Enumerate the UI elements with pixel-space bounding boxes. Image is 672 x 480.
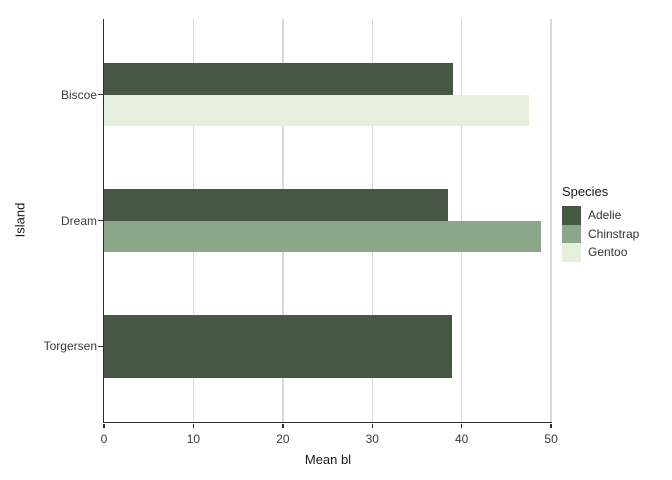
x-tick-mark xyxy=(282,423,284,428)
x-tick-label: 20 xyxy=(276,432,290,446)
x-tick-label: 30 xyxy=(365,432,379,446)
legend-item-label: Gentoo xyxy=(588,245,628,260)
legend-title: Species xyxy=(562,184,609,199)
y-tick-label: Torgersen xyxy=(43,339,97,354)
y-tick-label: Biscoe xyxy=(60,87,97,102)
x-tick-mark xyxy=(550,423,552,428)
x-tick-mark xyxy=(460,423,463,428)
y-tick-label: Dream xyxy=(60,213,97,228)
x-tick-label: 10 xyxy=(186,432,201,446)
legend-item-label: Chinstrap xyxy=(588,226,640,241)
legend-item-chinstrap: Chinstrap xyxy=(562,224,640,243)
legend-item-adelie: Adelie xyxy=(562,206,639,225)
x-tick-label: 50 xyxy=(544,432,558,446)
legend-swatch-icon xyxy=(562,243,581,262)
bar-biscoe-adelie xyxy=(104,63,453,95)
legend-swatch-icon xyxy=(562,206,581,225)
legend-swatch-icon xyxy=(562,224,581,243)
bar-dream-adelie xyxy=(104,189,449,221)
y-tick-mark xyxy=(98,219,103,222)
legend-items: Adelie Chinstrap Gentoo xyxy=(562,206,639,262)
legend-item-label: Adelie xyxy=(588,208,622,223)
legend: Species Adelie Chinstrap Gentoo xyxy=(562,184,639,262)
legend-item-gentoo: Gentoo xyxy=(562,243,639,262)
bar-dream-chinstrap xyxy=(104,220,541,252)
x-tick-label: 40 xyxy=(454,432,469,446)
x-tick-mark xyxy=(371,423,373,428)
x-axis-title: Mean bl xyxy=(304,452,352,467)
y-tick-mark xyxy=(98,345,103,348)
bar-torgersen-adelie xyxy=(104,314,453,378)
x-tick-label: 0 xyxy=(100,432,108,446)
gridline xyxy=(550,19,552,422)
x-tick-mark xyxy=(103,423,105,428)
x-tick-mark xyxy=(192,423,195,428)
bar-biscoe-gentoo xyxy=(104,94,529,127)
y-tick-mark xyxy=(98,93,103,96)
